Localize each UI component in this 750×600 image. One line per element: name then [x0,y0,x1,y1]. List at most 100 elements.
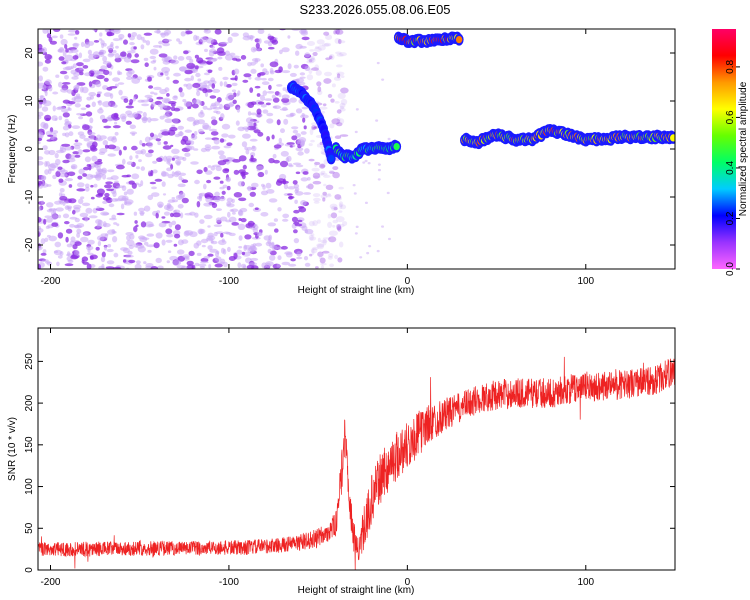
spectrogram-noise-blob [100,233,109,237]
spectrogram-noise-blob [254,76,262,81]
spectrogram-noise-blob [177,56,185,61]
spectrogram-noise-blob [314,47,322,52]
spectrogram-noise-blob [273,144,282,149]
spectrogram-noise-blob [282,218,289,222]
spectrogram-noise-blob [59,172,68,178]
spectrogram-noise-blob [204,29,209,32]
spectrogram-noise-blob [161,171,169,177]
spectrogram-noise-blob [88,53,96,60]
spectrogram-noise-blob [183,257,190,261]
spectrogram-noise-blob [336,216,345,223]
spectrogram-noise-blob [250,68,257,74]
spectrogram-noise-blob [303,125,307,130]
spectrogram-noise-blob [196,240,202,246]
spectrogram-noise-blob [308,68,313,75]
spectrogram-noise-blob [97,108,104,114]
spectrogram-noise-blob [195,72,201,78]
spectrogram-noise-blob [75,30,80,35]
spectrogram-noise-blob [164,99,170,104]
spectrogram-noise-blob [338,40,346,44]
spectrogram-noise-blob [179,91,185,98]
spectrogram-noise-blob [74,154,81,158]
spectrogram-noise-blob [205,197,213,203]
spectrogram-noise-blob [134,53,139,58]
spectrogram-noise-blob [321,43,330,47]
spectrogram-noise-blob [218,239,227,246]
spectrogram-noise-blob [45,130,53,136]
spectrogram-noise-blob [159,115,165,120]
spectrogram-noise-blob [153,86,162,91]
spectrogram-noise-blob [296,256,303,260]
spectrogram-noise-blob [186,260,194,266]
colorbar-tick-label: 0.4 [725,161,736,175]
spectrogram-noise-blob [120,203,125,210]
spectrogram-noise-blob [133,211,138,216]
spectrogram-noise-blob [336,53,344,57]
spectrogram-noise-blob [235,93,240,97]
spectrogram-noise-blob [267,35,275,40]
spectrogram-noise-blob [83,232,89,236]
spectrogram-noise-blob [79,71,84,76]
spectrogram-noise-blob [249,87,254,93]
spectrogram-noise-blob [80,196,85,200]
spectrogram-noise-blob [57,106,66,110]
spectrogram-x-label: Height of straight line (km) [298,285,415,296]
spectrogram-noise-blob [223,145,232,149]
spectrogram-noise-blob [309,236,317,241]
spectrogram-noise-blob [254,207,259,210]
spectrogram-noise-blob [85,186,90,192]
spectrogram-noise-blob [215,110,221,115]
spectrogram-noise-blob [299,29,308,35]
spectrogram-noise-blob [287,163,293,167]
spectrogram-noise-blob [70,255,79,260]
spectrogram-noise-blob [139,212,145,216]
spectrogram-noise-blob [54,152,59,159]
spectrogram-noise-blob [155,232,163,239]
spectrogram-noise-blob [299,72,306,76]
spectrogram-noise-blob [179,130,183,137]
spectrogram-noise-blob [218,196,226,202]
spectrogram-noise-blob [100,256,106,263]
spectrogram-noise-blob [225,232,232,235]
spectrogram-noise-blob [76,232,80,238]
spectrogram-noise-blob [115,45,119,49]
spectrogram-noise-blob [163,204,171,211]
spectrogram-noise-blob [218,66,223,71]
spectrogram-noise-blob [213,139,220,145]
spectrogram-noise-blob [38,216,42,223]
spectrogram-noise-blob [193,148,199,151]
spectrogram-noise-blob [101,263,105,269]
spectrogram-noise-blob [72,55,79,60]
spectrogram-noise-blob [102,140,109,146]
spectrogram-noise-blob [38,141,41,145]
spectrogram-noise-blob [329,203,338,210]
spectrogram-noise-blob [197,228,205,235]
spectrogram-noise-blob [51,35,58,39]
spectrogram-noise-blob [166,93,170,97]
spectrogram-noise-blob [77,149,83,155]
spectrogram-noise-blob [164,211,170,216]
spectrogram-noise-blob [194,262,200,267]
spectrogram-noise-blob [38,206,42,212]
spectrogram-noise-blob [194,179,200,185]
spectrogram-noise-blob [271,241,275,247]
spectrogram-noise-blob [83,137,90,142]
spectrogram-noise-blob [82,173,87,177]
ridge-core [328,154,335,162]
spectrogram-noise-blob [231,55,240,59]
spectrogram-noise-blob [192,99,201,104]
spectrogram-noise-blob [46,209,55,213]
spectrogram-noise-blob [171,148,180,154]
spectrogram-noise-blob [213,176,221,180]
spectrogram-noise-blob [243,244,248,251]
spectrogram-noise-blob [316,219,321,224]
spectrogram-noise-blob [61,193,66,197]
spectrogram-noise-blob [52,132,57,139]
spectrogram-noise-blob [101,118,108,123]
spectrogram-noise-blob [262,90,268,96]
spectrogram-noise-blob [264,169,268,175]
spectrogram-noise-blob [172,212,181,218]
spectrogram-noise-blob [204,192,214,199]
spectrogram-noise-blob [339,241,344,248]
spectrogram-noise-blob [129,42,135,46]
